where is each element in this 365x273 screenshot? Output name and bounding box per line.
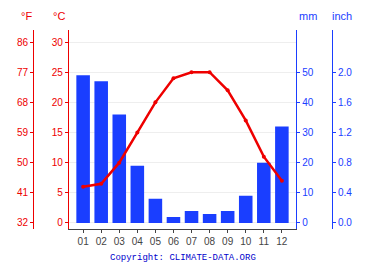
svg-text:50: 50 [17, 157, 29, 168]
svg-text:1.2: 1.2 [338, 127, 352, 138]
svg-text:25: 25 [52, 67, 64, 78]
svg-text:30: 30 [52, 37, 64, 48]
svg-text:inch: inch [332, 10, 352, 22]
svg-text:68: 68 [17, 97, 29, 108]
svg-text:10: 10 [302, 187, 314, 198]
svg-text:0: 0 [302, 217, 308, 228]
svg-text:01: 01 [78, 236, 90, 247]
svg-text:0.8: 0.8 [338, 157, 352, 168]
svg-text:41: 41 [17, 187, 29, 198]
svg-text:°C: °C [53, 10, 65, 22]
svg-text:07: 07 [186, 236, 198, 247]
svg-text:09: 09 [222, 236, 234, 247]
svg-text:77: 77 [17, 67, 29, 78]
svg-text:30: 30 [302, 127, 314, 138]
svg-text:0: 0 [57, 217, 63, 228]
svg-text:mm: mm [299, 10, 317, 22]
svg-text:12: 12 [276, 236, 288, 247]
svg-text:11: 11 [259, 236, 270, 247]
svg-text:Copyright: CLIMATE-DATA.ORG: Copyright: CLIMATE-DATA.ORG [110, 253, 256, 263]
svg-text:5: 5 [57, 187, 63, 198]
svg-text:0.4: 0.4 [338, 187, 352, 198]
svg-text:32: 32 [17, 217, 29, 228]
svg-text:15: 15 [52, 127, 64, 138]
svg-text:2.0: 2.0 [338, 67, 352, 78]
svg-text:59: 59 [17, 127, 29, 138]
svg-text:40: 40 [302, 97, 314, 108]
svg-text:05: 05 [150, 236, 162, 247]
svg-text:10: 10 [52, 157, 64, 168]
svg-text:20: 20 [52, 97, 64, 108]
svg-text:20: 20 [302, 157, 314, 168]
svg-text:02: 02 [96, 236, 108, 247]
svg-text:86: 86 [17, 37, 29, 48]
svg-text:50: 50 [302, 67, 314, 78]
svg-text:1.6: 1.6 [338, 97, 352, 108]
svg-text:04: 04 [132, 236, 144, 247]
svg-text:°F: °F [21, 10, 32, 22]
svg-text:10: 10 [240, 236, 252, 247]
svg-text:08: 08 [204, 236, 216, 247]
svg-text:0.0: 0.0 [338, 217, 352, 228]
svg-text:03: 03 [114, 236, 126, 247]
svg-text:06: 06 [168, 236, 180, 247]
